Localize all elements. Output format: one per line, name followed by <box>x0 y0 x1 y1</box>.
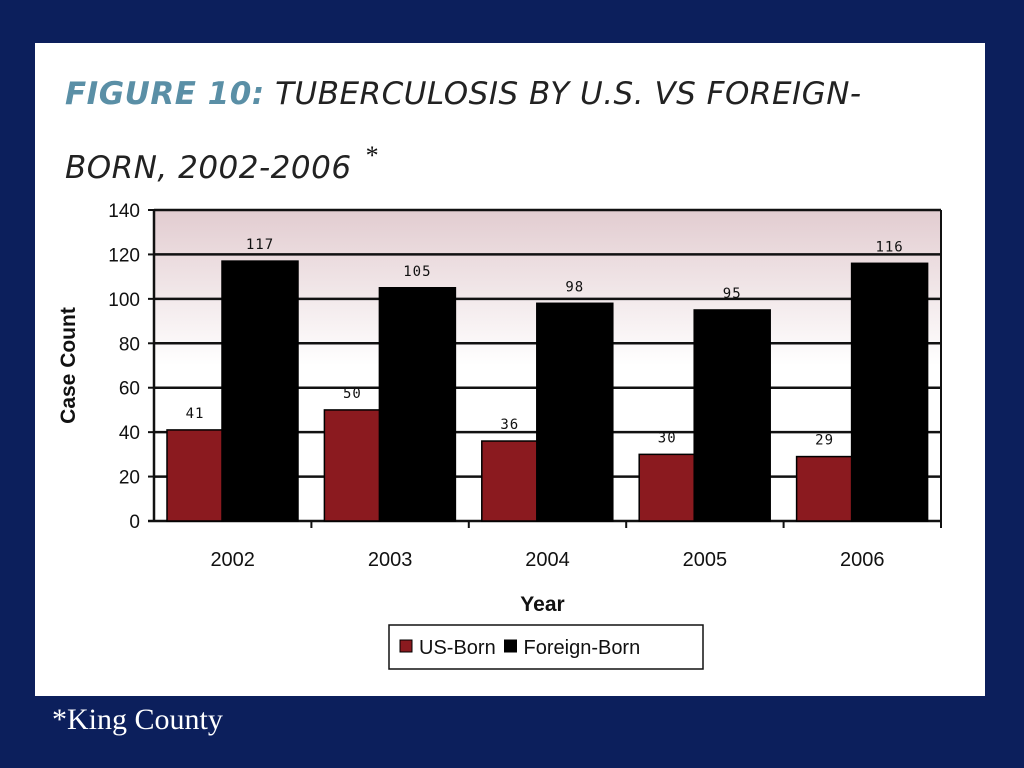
y-tick-label: 140 <box>108 201 140 222</box>
data-label: 98 <box>565 279 584 295</box>
y-tick-label: 60 <box>119 379 140 400</box>
y-tick-label: 20 <box>119 468 140 489</box>
bar-foreign-born-2005 <box>693 309 771 522</box>
bar-us-born-2006 <box>795 455 854 522</box>
y-tick-label: 120 <box>108 245 140 266</box>
x-tick-label: 2002 <box>210 549 255 571</box>
y-axis-title: Case Count <box>57 307 80 424</box>
x-tick-label: 2004 <box>525 549 570 571</box>
y-tick-label: 0 <box>129 512 140 533</box>
legend-label-us-born: US-Born <box>419 637 496 659</box>
bar-foreign-born-2006 <box>850 262 929 522</box>
bar-us-born-2005 <box>638 453 696 522</box>
data-label: 105 <box>403 264 431 280</box>
data-label: 29 <box>815 433 834 449</box>
bar-foreign-born-2002 <box>221 260 299 522</box>
data-label: 36 <box>500 417 519 433</box>
bar-foreign-born-2004 <box>536 302 614 522</box>
data-label: 117 <box>246 237 274 253</box>
title-asterisk: * <box>365 141 380 170</box>
figure-prefix: FIGURE 10: <box>65 76 265 112</box>
x-tick-label: 2006 <box>840 549 885 571</box>
legend-box <box>388 624 704 670</box>
bar-us-born-2003 <box>323 409 382 522</box>
bar-us-born-2004 <box>481 440 539 522</box>
y-tick-label: 80 <box>119 334 140 355</box>
y-tick-label: 40 <box>119 423 140 444</box>
legend-swatch-us-born <box>399 639 413 653</box>
data-label: 116 <box>875 239 903 255</box>
bar-foreign-born-2003 <box>378 287 457 522</box>
x-axis-title: Year <box>520 593 564 616</box>
legend-label-foreign-born: Foreign-Born <box>524 637 641 659</box>
bar-chart: 0 20 40 60 80 100 120 140 41 117 2002 50 105 2003 36 98… <box>57 201 942 670</box>
data-label: 50 <box>343 386 362 402</box>
data-label: 95 <box>723 286 742 302</box>
x-tick-label: 2003 <box>368 549 413 571</box>
x-tick-label: 2005 <box>683 549 728 571</box>
bar-us-born-2002 <box>166 429 224 522</box>
data-label: 41 <box>186 406 205 422</box>
slide-panel: FIGURE 10: TUBERCULOSIS BY U.S. VS FOREI… <box>35 43 985 696</box>
data-label: 30 <box>658 430 677 446</box>
y-tick-label: 100 <box>108 290 140 311</box>
figure-title: FIGURE 10: TUBERCULOSIS BY U.S. VS FOREI… <box>65 63 945 199</box>
legend-swatch-foreign-born <box>504 639 517 653</box>
figure-title-text: TUBERCULOSIS BY U.S. VS FOREIGN-BORN, 20… <box>65 76 862 186</box>
footnote: *King County <box>52 703 223 736</box>
